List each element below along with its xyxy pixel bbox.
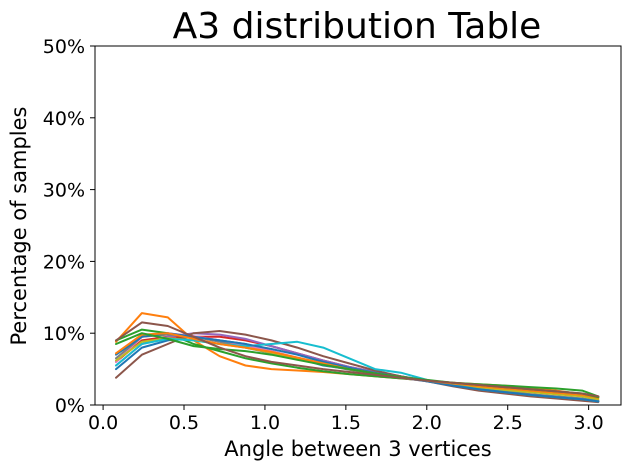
x-tick-label: 0.0 — [88, 412, 118, 434]
y-tick-label: 30% — [43, 180, 85, 202]
series-line-14 — [115, 321, 600, 398]
y-tick-label: 40% — [43, 108, 85, 130]
y-tick-label: 0% — [55, 395, 85, 417]
series-line-3 — [115, 328, 600, 398]
series-line-2 — [115, 312, 600, 399]
y-tick-label: 10% — [43, 323, 85, 345]
x-tick-label: 1.0 — [250, 412, 280, 434]
y-axis: 0% 10% 20% 30% 40% 50% — [43, 36, 95, 417]
series-line-6 — [115, 330, 600, 404]
series-line-11 — [115, 332, 600, 403]
plot-frame — [94, 45, 622, 406]
y-tick-label: 20% — [43, 251, 85, 273]
y-tick-label: 50% — [43, 36, 85, 58]
y-axis-label: Percentage of samples — [7, 106, 31, 345]
x-tick-label: 1.5 — [331, 412, 361, 434]
x-axis-label: Angle between 3 vertices — [224, 437, 491, 461]
x-tick-label: 2.5 — [493, 412, 523, 434]
x-tick-label: 0.5 — [169, 412, 199, 434]
x-tick-label: 2.0 — [412, 412, 442, 434]
x-tick-label: 3.0 — [574, 412, 604, 434]
plot-lines — [115, 312, 600, 404]
chart-title: A3 distribution Table — [173, 6, 542, 47]
x-axis: 0.0 0.5 1.0 1.5 2.0 2.5 3.0 — [88, 405, 604, 434]
